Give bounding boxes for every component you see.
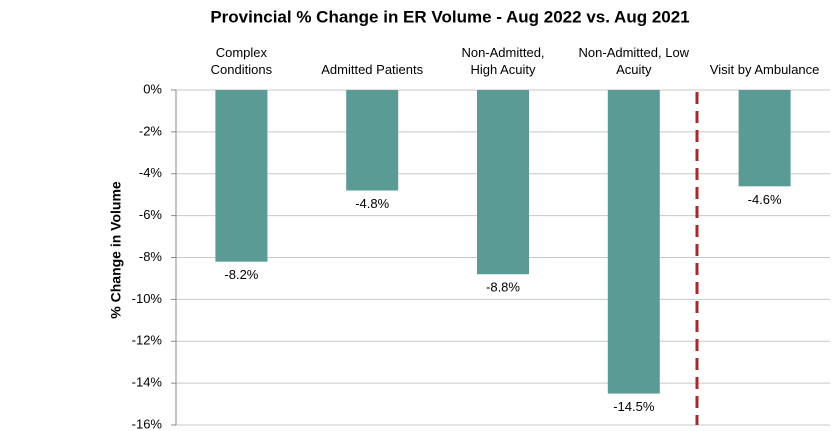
data-label: -8.8% (486, 280, 520, 295)
y-tick-label: -16% (132, 416, 163, 431)
bar (607, 90, 660, 394)
data-label: -8.2% (224, 267, 258, 282)
x-tick-label: Complex Conditions (210, 45, 273, 77)
y-tick-label: -12% (132, 333, 163, 348)
x-tick-label: Admitted Patients (321, 62, 424, 77)
x-tick-label: Non-Admitted, High Acuity (461, 45, 545, 77)
y-tick-label: -4% (139, 165, 163, 180)
bar (215, 90, 268, 262)
y-tick-label: -8% (139, 249, 163, 264)
chart-title: Provincial % Change in ER Volume - Aug 2… (210, 7, 689, 26)
bar (346, 90, 399, 191)
y-tick-label: -14% (132, 375, 163, 390)
bar (738, 90, 791, 187)
bar (477, 90, 529, 275)
y-tick-label: -2% (139, 123, 163, 138)
x-tick-label: Non-Admitted, Low Acuity (578, 45, 690, 77)
y-tick-label: 0% (143, 81, 162, 96)
y-tick-label: -6% (139, 207, 163, 222)
data-label: -4.8% (355, 196, 389, 211)
y-tick-label: -10% (132, 291, 163, 306)
y-axis-title: % Change in Volume (108, 181, 124, 319)
x-tick-label: Visit by Ambulance (709, 62, 820, 77)
data-label: -14.5% (613, 399, 655, 414)
data-label: -4.6% (748, 192, 782, 207)
